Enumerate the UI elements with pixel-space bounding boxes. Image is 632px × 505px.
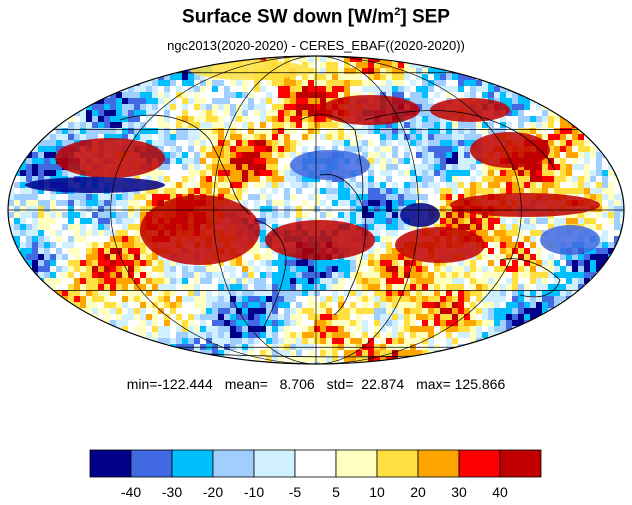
colorbar-label: -20 <box>203 484 223 500</box>
colorbar-box <box>499 449 542 478</box>
plot-title: Surface SW down [W/m2] SEP <box>182 6 450 28</box>
stat-max: max= 125.866 <box>416 376 506 392</box>
colorbar-boxes <box>89 449 542 478</box>
colorbar-box <box>130 449 173 478</box>
stat-std: std= 22.874 <box>326 376 405 392</box>
colorbar-box <box>335 449 378 478</box>
plot-subtitle: ngc2013(2020-2020) - CERES_EBAF((2020-20… <box>167 38 465 53</box>
stat-min: min=-122.444 <box>126 376 213 392</box>
colorbar-label: 30 <box>451 484 467 500</box>
colorbar-label: -30 <box>162 484 182 500</box>
colorbar-box <box>376 449 419 478</box>
graticule <box>8 56 624 364</box>
colorbar-label: -10 <box>244 484 264 500</box>
colorbar-labels: -40 -30 -20 -10 -5 5 10 20 30 40 <box>121 484 508 500</box>
statistics-line: min=-122.444 mean= 8.706 std= 22.874 max= 1… <box>0 376 632 392</box>
colorbar-box <box>171 449 214 478</box>
colorbar-box <box>212 449 255 478</box>
colorbar-label: 10 <box>369 484 385 500</box>
colorbar-label: -5 <box>289 484 302 500</box>
colorbar-label: -40 <box>121 484 141 500</box>
colorbar-box <box>253 449 296 478</box>
colorbar-box <box>294 449 337 478</box>
map-patterns <box>25 60 600 265</box>
colorbar-label: 5 <box>332 484 340 500</box>
colorbar-label: 40 <box>492 484 508 500</box>
colorbar-box <box>458 449 501 478</box>
colorbar-label: 20 <box>410 484 426 500</box>
colorbar-box <box>417 449 460 478</box>
colorbar-box <box>89 449 132 478</box>
stat-mean: mean= 8.706 <box>224 376 315 392</box>
map-outline <box>7 55 625 365</box>
